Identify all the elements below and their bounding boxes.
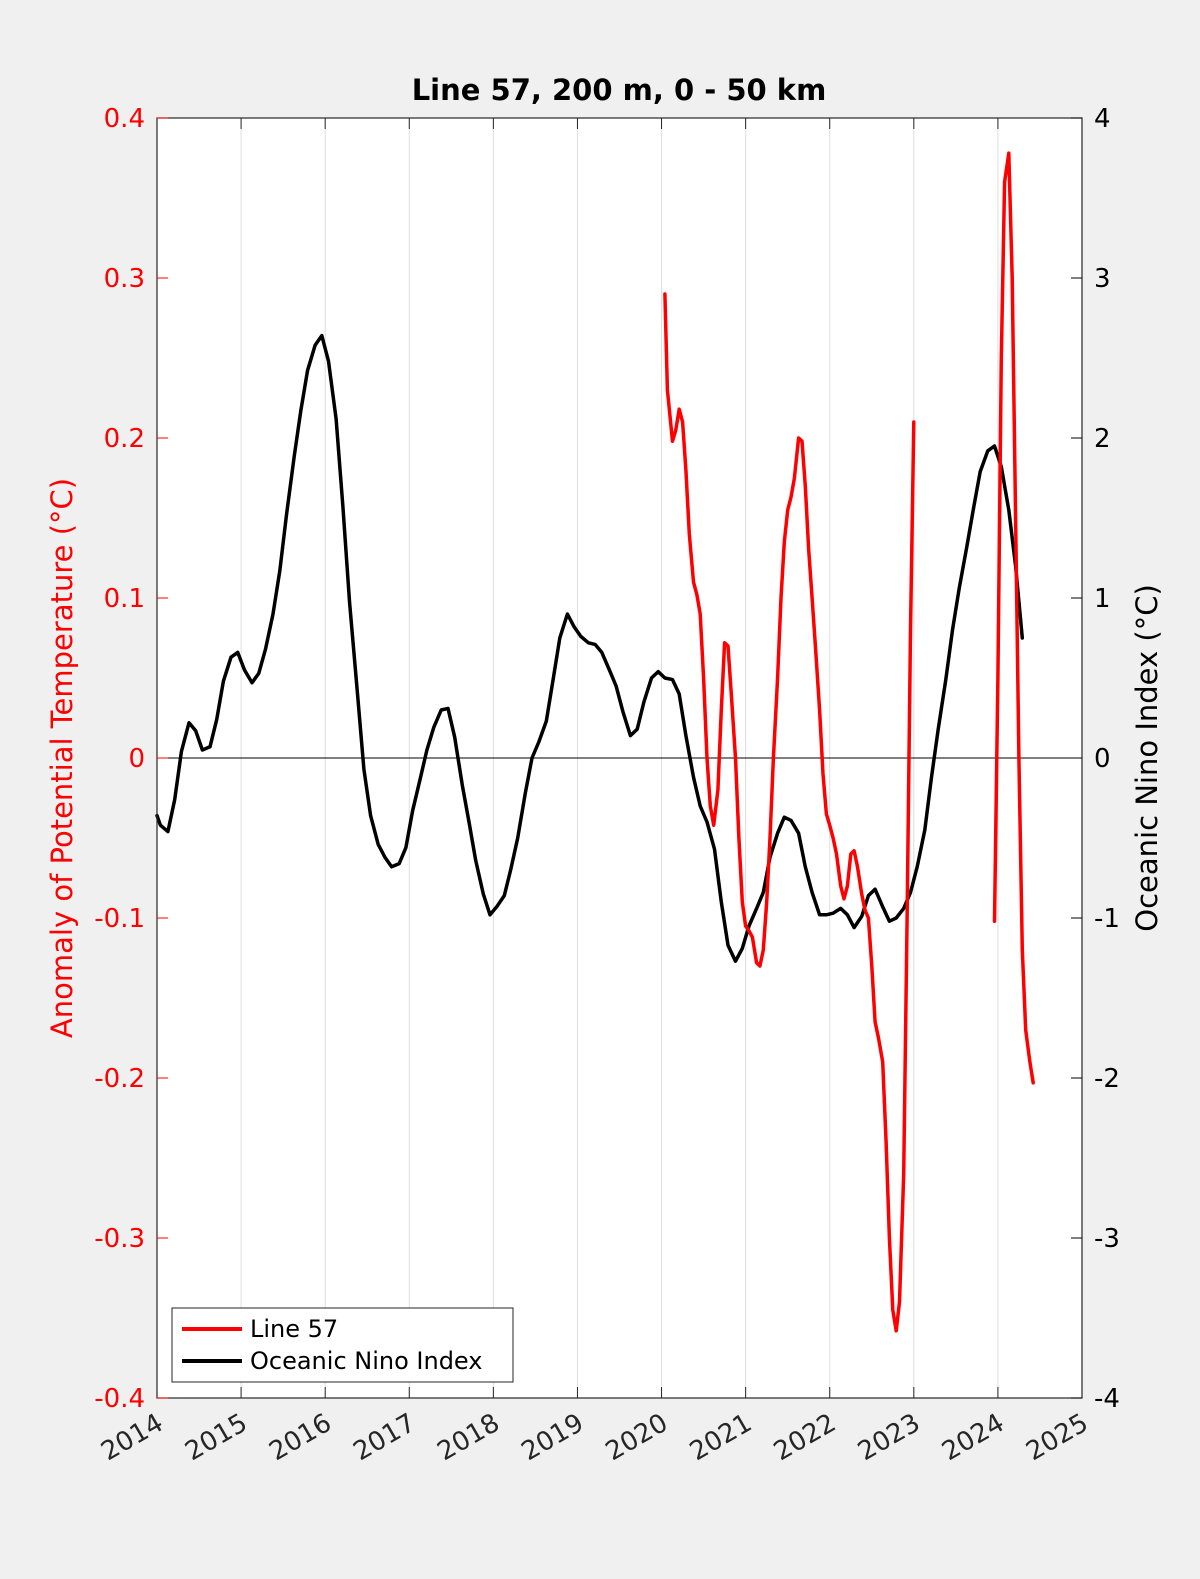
right-y-tick-label: 2 — [1094, 424, 1111, 454]
legend-label-line-57: Line 57 — [250, 1315, 338, 1343]
left-y-tick-label: -0.3 — [94, 1224, 145, 1254]
left-axis-label: Anomaly of Potential Temperature (°C) — [45, 478, 79, 1038]
left-y-tick-label: 0.1 — [104, 584, 145, 614]
left-y-tick-label: 0.2 — [104, 424, 145, 454]
axis-ticks — [156, 117, 1083, 1399]
series-line-57-segment-1 — [992, 151, 1035, 1085]
legend-box — [171, 1307, 514, 1383]
right-y-tick-label: 1 — [1094, 584, 1111, 614]
right-y-tick-label: 4 — [1094, 104, 1111, 134]
series-layer — [155, 151, 1035, 1333]
right-y-tick-label: 0 — [1094, 744, 1111, 774]
left-y-tick-label: 0 — [128, 744, 145, 774]
tick-labels: 2014 2015 2016 2017 2018 2019 2020 2021 2022 2023… — [94, 104, 1120, 1467]
chart-title: Line 57, 200 m, 0 - 50 km — [412, 73, 827, 107]
left-y-tick-label: 0.3 — [104, 264, 145, 294]
series-line-57-segment-0 — [663, 292, 916, 1333]
right-axis-label: Oceanic Nino Index (°C) — [1130, 584, 1164, 932]
right-y-tick-label: -4 — [1094, 1384, 1120, 1414]
left-y-tick-label: -0.4 — [94, 1384, 145, 1414]
right-y-tick-label: 3 — [1094, 264, 1111, 294]
right-y-tick-label: -1 — [1094, 904, 1120, 934]
legend-label-oni: Oceanic Nino Index — [250, 1347, 482, 1375]
right-y-tick-label: -3 — [1094, 1224, 1120, 1254]
left-y-tick-label: 0.4 — [104, 104, 145, 134]
left-y-tick-label: -0.1 — [94, 904, 145, 934]
right-y-tick-label: -2 — [1094, 1064, 1120, 1094]
series-oni-segment-0 — [155, 333, 1025, 963]
left-y-tick-label: -0.2 — [94, 1064, 145, 1094]
legend: Line 57 Oceanic Nino Index — [171, 1307, 514, 1383]
